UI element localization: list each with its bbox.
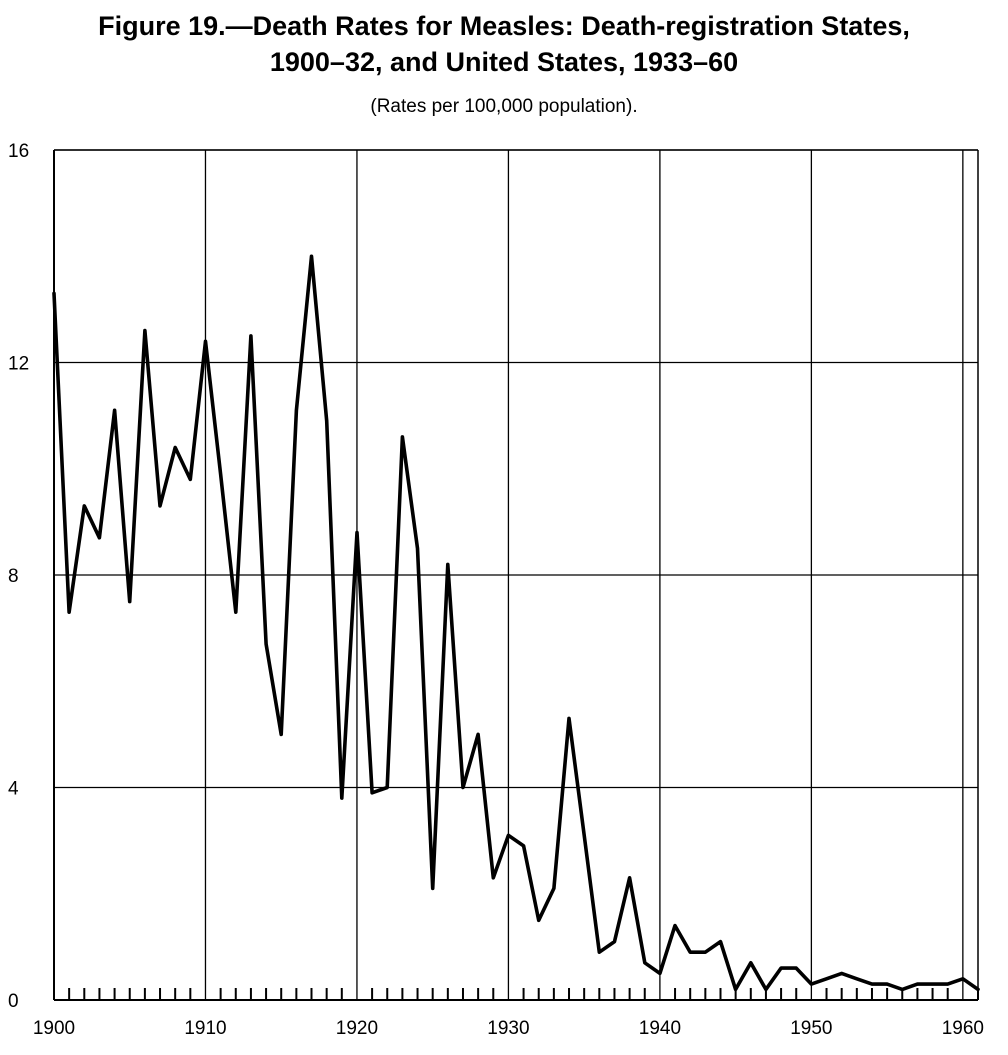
y-tick-label: 0 [8, 991, 19, 1012]
x-tick-label: 1900 [33, 1018, 75, 1039]
y-tick-label: 16 [8, 141, 29, 162]
x-tick-label: 1960 [942, 1018, 984, 1039]
x-tick-label: 1910 [184, 1018, 226, 1039]
x-tick-label: 1940 [639, 1018, 681, 1039]
chart-title: Figure 19.—Death Rates for Measles: Deat… [0, 8, 1008, 80]
y-tick-label: 4 [8, 779, 19, 800]
chart-title-line-2: 1900–32, and United States, 1933–60 [269, 47, 739, 77]
x-tick-label: 1930 [487, 1018, 529, 1039]
x-tick-label: 1950 [790, 1018, 832, 1039]
chart-subtitle: (Rates per 100,000 population). [370, 96, 638, 117]
y-tick-label: 12 [8, 354, 29, 375]
chart-title-line-1: Figure 19.—Death Rates for Measles: Deat… [98, 11, 910, 41]
y-tick-label: 8 [8, 566, 19, 587]
x-tick-label: 1920 [336, 1018, 378, 1039]
series-line-measles-death-rate [52, 254, 980, 992]
